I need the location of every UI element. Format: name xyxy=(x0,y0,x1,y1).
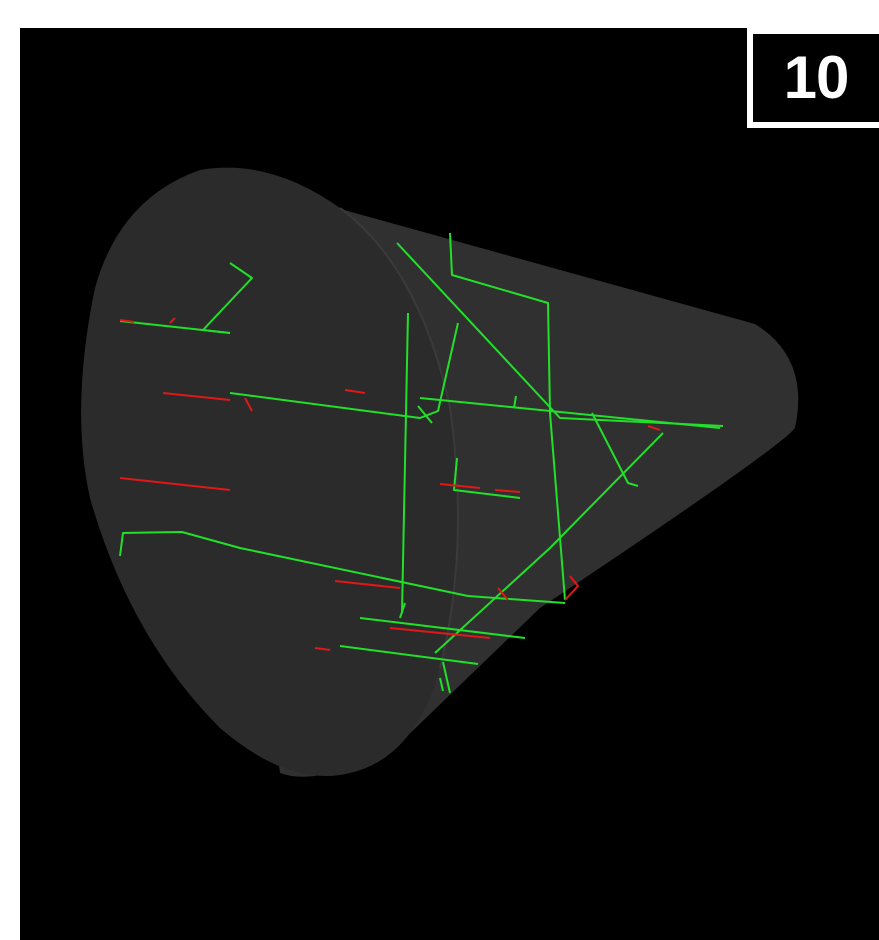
green-branch-segment xyxy=(449,232,566,601)
cone-scene xyxy=(81,167,799,777)
red-branch-segment xyxy=(344,389,366,394)
red-branch-segment xyxy=(334,580,401,589)
red-branch-segment xyxy=(119,319,135,323)
red-branch-segment xyxy=(494,489,521,493)
green-branch-segment xyxy=(359,617,526,639)
green-branch-segment xyxy=(419,397,721,429)
green-branch-segment xyxy=(591,412,639,487)
red-branch-segment xyxy=(119,477,231,491)
green-branch-segment xyxy=(401,312,409,614)
red-branch-segment xyxy=(497,587,509,601)
green-branch-segment xyxy=(119,320,231,334)
green-branch-segment xyxy=(453,457,521,499)
green-branch-segment xyxy=(439,677,444,692)
cone-base xyxy=(81,167,458,776)
red-branch-segment xyxy=(314,647,331,651)
green-branch-segment xyxy=(442,661,451,694)
green-branch-segment xyxy=(399,602,406,619)
red-branch-segment xyxy=(647,425,661,431)
red-branch-segment xyxy=(389,627,491,639)
green-branch-segment xyxy=(119,531,566,604)
green-branch-segment xyxy=(339,645,479,665)
green-branch-segment xyxy=(434,432,664,654)
red-branch-segment xyxy=(162,392,231,401)
red-branch-segment xyxy=(169,317,176,324)
green-branch-segment xyxy=(229,322,459,419)
red-branch-segment xyxy=(244,397,253,412)
branch-network xyxy=(119,232,724,694)
frame-badge: 10 xyxy=(747,28,879,128)
green-branch-segment xyxy=(417,405,433,424)
red-branch-segment xyxy=(439,483,481,489)
red-branch-segment xyxy=(564,575,579,601)
frame-badge-inner: 10 xyxy=(753,34,879,122)
frame-number: 10 xyxy=(783,44,850,111)
green-branch-segment xyxy=(513,395,517,409)
3d-viewport[interactable] xyxy=(20,28,879,940)
